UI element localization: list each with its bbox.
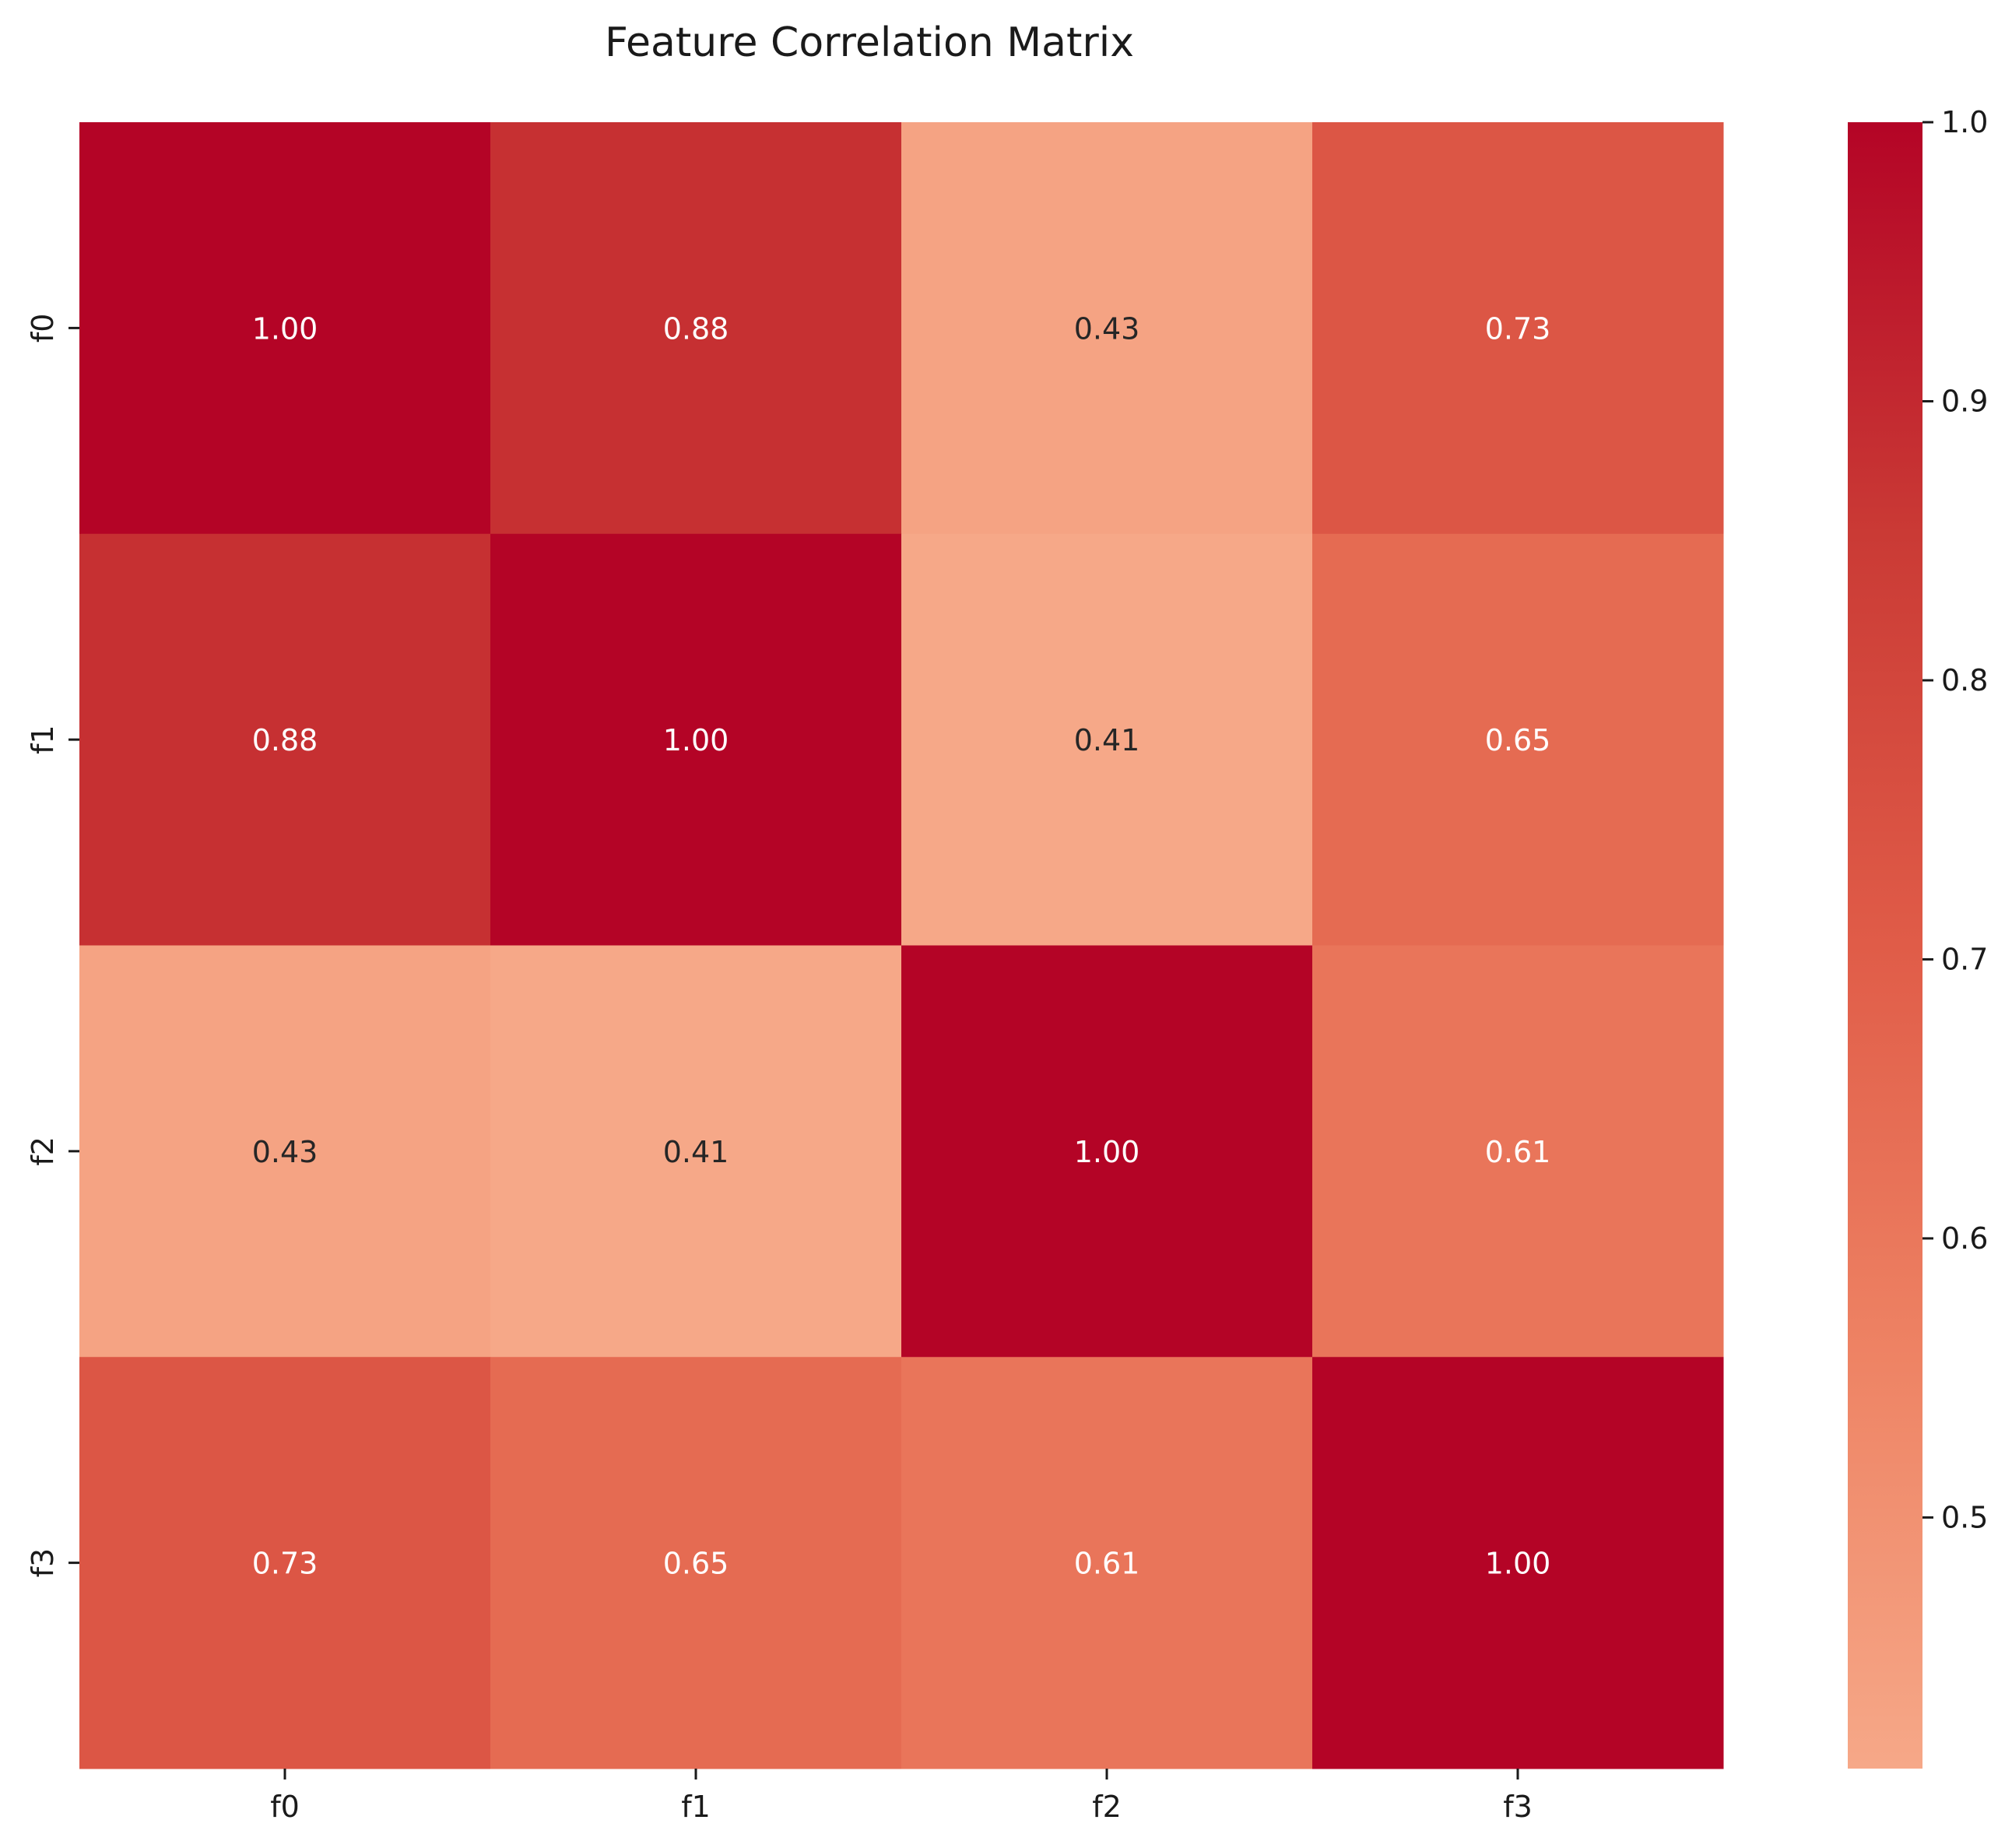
colorbar-tick-label-0.5: 0.5: [1941, 1500, 1988, 1534]
colorbar-tick-label-0.9: 0.9: [1941, 384, 1988, 418]
heatmap-cell-f0-f1: [490, 122, 902, 535]
chart-title: Feature Correlation Matrix: [605, 19, 1134, 66]
heatmap-value-label-f2-f0: 0.43: [252, 1135, 318, 1169]
y-tick-label-f1: f1: [26, 725, 60, 754]
heatmap-cell-f2-f3: [1312, 945, 1724, 1358]
y-tick-label-f3: f3: [26, 1548, 60, 1578]
heatmap-value-label-f3-f3: 1.00: [1485, 1547, 1551, 1581]
heatmap-value-label-f1-f1: 1.00: [663, 723, 729, 757]
heatmap-value-label-f1-f0: 0.88: [252, 723, 318, 757]
heatmap-cell-f3-f0: [79, 1357, 491, 1769]
heatmap-cell-f0-f0: [79, 122, 491, 535]
heatmap-cell-f2-f2: [901, 945, 1313, 1358]
heatmap-cell-f3-f3: [1312, 1357, 1724, 1769]
y-tick-label-f0: f0: [26, 314, 60, 343]
heatmap-cells: [79, 122, 1724, 1769]
colorbar-tick-label-1.0: 1.0: [1941, 105, 1988, 139]
heatmap-value-label-f2-f2: 1.00: [1074, 1135, 1140, 1169]
colorbar-tick-label-0.8: 0.8: [1941, 663, 1988, 697]
heatmap-cell-f1-f2: [901, 533, 1313, 946]
heatmap-cell-f0-f2: [901, 122, 1313, 535]
x-tick-label-f3: f3: [1503, 1790, 1533, 1824]
heatmap-cell-f1-f0: [79, 533, 491, 946]
heatmap-cell-f2-f0: [79, 945, 491, 1358]
heatmap-value-label-f0-f1: 0.88: [663, 311, 729, 346]
heatmap-value-label-f0-f0: 1.00: [252, 311, 318, 346]
heatmap-cell-f1-f3: [1312, 533, 1724, 946]
heatmap-cell-f0-f3: [1312, 122, 1724, 535]
x-tick-label-f0: f0: [270, 1790, 300, 1824]
colorbar: 0.5 0.6 0.7 0.8 0.9 1.0: [1848, 105, 1988, 1769]
x-tick-label-f1: f1: [681, 1790, 711, 1824]
heatmap-value-label-f3-f1: 0.65: [663, 1547, 729, 1581]
heatmap-value-label-f0-f3: 0.73: [1485, 311, 1551, 346]
heatmap-value-labels: 1.00 0.88 0.43 0.73 0.88 1.00 0.41 0.65 0.43 0.41…: [252, 311, 1551, 1580]
heatmap-cell-f3-f2: [901, 1357, 1313, 1769]
y-tick-label-f2: f2: [26, 1137, 60, 1166]
x-tick-label-f2: f2: [1092, 1790, 1122, 1824]
heatmap-cell-f1-f1: [490, 533, 902, 946]
heatmap-value-label-f2-f1: 0.41: [663, 1135, 729, 1169]
heatmap-value-label-f3-f0: 0.73: [252, 1547, 318, 1581]
heatmap-cell-f3-f1: [490, 1357, 902, 1769]
heatmap-cell-f2-f1: [490, 945, 902, 1358]
heatmap-value-label-f3-f2: 0.61: [1074, 1547, 1140, 1581]
heatmap-value-label-f2-f3: 0.61: [1485, 1135, 1551, 1169]
colorbar-tick-label-0.6: 0.6: [1941, 1221, 1988, 1256]
heatmap-value-label-f1-f3: 0.65: [1485, 723, 1551, 757]
heatmap-value-label-f0-f2: 0.43: [1074, 311, 1140, 346]
y-axis: f0 f1 f2 f3: [26, 314, 79, 1578]
x-axis: f0 f1 f2 f3: [270, 1769, 1533, 1824]
heatmap-value-label-f1-f2: 0.41: [1074, 723, 1140, 757]
colorbar-scale: [1848, 122, 1922, 1769]
colorbar-tick-label-0.7: 0.7: [1941, 942, 1988, 976]
